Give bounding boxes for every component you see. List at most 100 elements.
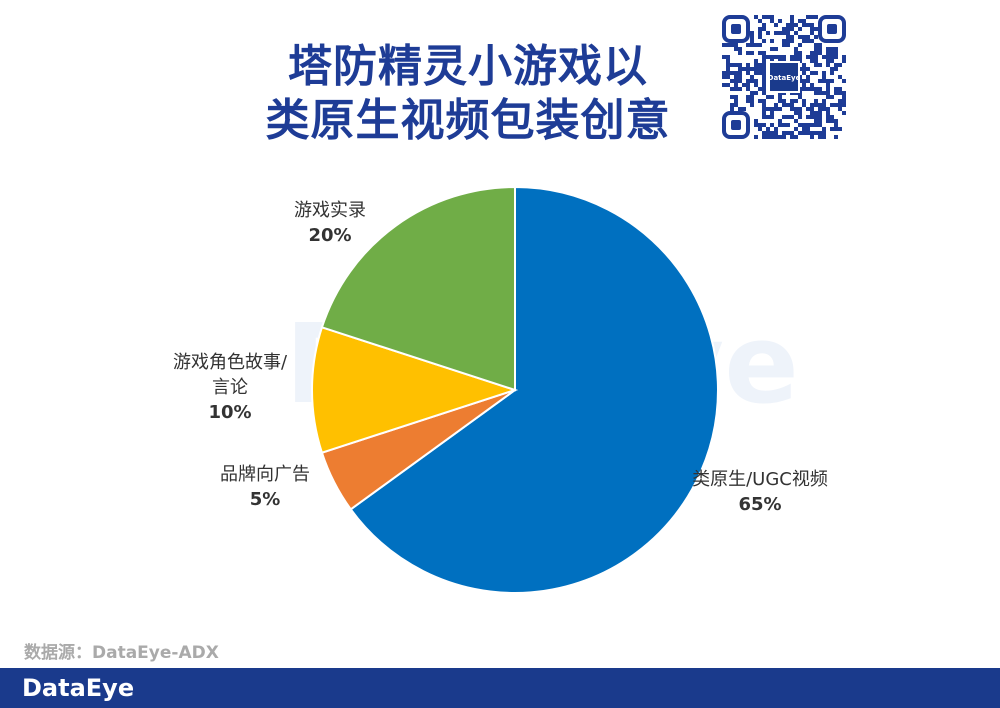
qr-cell <box>838 127 842 131</box>
qr-cell <box>738 67 742 71</box>
qr-finder <box>722 15 750 43</box>
qr-cell <box>738 47 742 51</box>
qr-cell <box>738 87 742 91</box>
qr-cell <box>834 51 838 55</box>
qr-cell <box>758 19 762 23</box>
qr-cell <box>782 131 786 135</box>
chart-title: 塔防精灵小游戏以 <box>288 41 648 92</box>
qr-cell <box>778 123 782 127</box>
qr-cell <box>806 23 810 27</box>
qr-cell <box>738 107 742 111</box>
qr-cell <box>762 63 766 67</box>
qr-finder <box>722 111 750 139</box>
qr-cell <box>806 127 810 131</box>
qr-cell <box>762 99 766 103</box>
qr-cell <box>798 55 802 59</box>
qr-cell <box>838 99 842 103</box>
qr-cell <box>782 43 786 47</box>
qr-cell <box>814 51 818 55</box>
qr-cell <box>738 63 742 67</box>
qr-cell <box>830 103 834 107</box>
qr-cell <box>826 51 830 55</box>
qr-cell <box>754 63 758 67</box>
qr-logo-text: DataEye <box>768 74 801 82</box>
qr-cell <box>766 31 770 35</box>
qr-cell <box>750 103 754 107</box>
qr-cell <box>746 67 750 71</box>
qr-cell <box>762 71 766 75</box>
qr-cell <box>742 67 746 71</box>
qr-cell <box>818 79 822 83</box>
qr-cell <box>814 71 818 75</box>
qr-cell <box>750 79 754 83</box>
qr-cell <box>810 59 814 63</box>
qr-cell <box>798 51 802 55</box>
qr-finder <box>731 24 741 34</box>
chart-title: 类原生视频包装创意 <box>265 95 671 146</box>
qr-cell <box>806 75 810 79</box>
qr-cell <box>826 91 830 95</box>
qr-cell <box>750 35 754 39</box>
qr-cell <box>830 127 834 131</box>
qr-cell <box>798 19 802 23</box>
qr-cell <box>814 131 818 135</box>
qr-cell <box>790 103 794 107</box>
qr-cell <box>794 23 798 27</box>
qr-cell <box>770 135 774 139</box>
qr-cell <box>838 107 842 111</box>
qr-cell <box>826 83 830 87</box>
qr-cell <box>746 51 750 55</box>
qr-cell <box>754 59 758 63</box>
qr-cell <box>806 67 810 71</box>
qr-cell <box>802 63 806 67</box>
qr-cell <box>842 91 846 95</box>
qr-cell <box>758 35 762 39</box>
qr-cell <box>754 79 758 83</box>
qr-cell <box>734 63 738 67</box>
qr-cell <box>810 83 814 87</box>
qr-cell <box>814 111 818 115</box>
qr-cell <box>750 43 754 47</box>
qr-cell <box>730 103 734 107</box>
qr-cell <box>830 95 834 99</box>
qr-cell <box>734 75 738 79</box>
qr-cell <box>746 79 750 83</box>
qr-cell <box>834 123 838 127</box>
qr-cell <box>722 83 726 87</box>
qr-cell <box>810 87 814 91</box>
qr-cell <box>786 31 790 35</box>
qr-cell <box>746 99 750 103</box>
qr-cell <box>814 123 818 127</box>
qr-cell <box>814 43 818 47</box>
qr-cell <box>810 23 814 27</box>
qr-cell <box>782 31 786 35</box>
qr-cell <box>750 75 754 79</box>
qr-cell <box>738 79 742 83</box>
qr-cell <box>818 43 822 47</box>
qr-cell <box>726 67 730 71</box>
qr-cell <box>806 79 810 83</box>
qr-cell <box>810 107 814 111</box>
qr-cell <box>838 91 842 95</box>
qr-cell <box>774 103 778 107</box>
qr-cell <box>814 91 818 95</box>
qr-cell <box>794 99 798 103</box>
qr-cell <box>794 107 798 111</box>
qr-cell <box>742 107 746 111</box>
qr-cell <box>838 75 842 79</box>
qr-cell <box>750 95 754 99</box>
qr-cell <box>726 55 730 59</box>
qr-cell <box>774 107 778 111</box>
qr-cell <box>818 47 822 51</box>
qr-cell <box>798 95 802 99</box>
qr-cell <box>774 31 778 35</box>
qr-cell <box>734 95 738 99</box>
qr-cell <box>838 63 842 67</box>
qr-cell <box>818 63 822 67</box>
qr-cell <box>734 103 738 107</box>
qr-cell <box>826 59 830 63</box>
qr-cell <box>802 35 806 39</box>
qr-cell <box>758 51 762 55</box>
qr-cell <box>770 107 774 111</box>
